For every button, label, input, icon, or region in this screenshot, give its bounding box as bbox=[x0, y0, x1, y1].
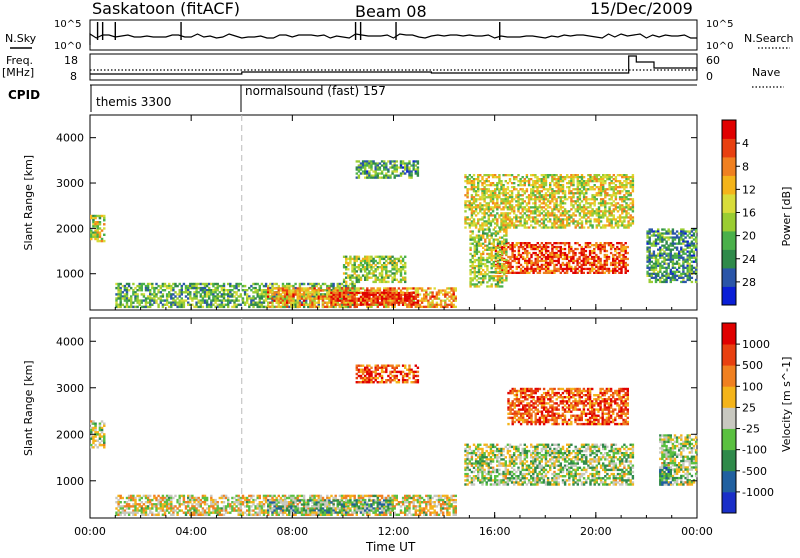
colorbar-swatch bbox=[722, 323, 736, 345]
noise-tick-left-top: 10^5 bbox=[54, 19, 81, 30]
y-tick-label: 1000 bbox=[56, 475, 84, 488]
y-tick-label: 1000 bbox=[56, 268, 84, 281]
colorbar-swatch bbox=[722, 407, 736, 429]
x-tick-label: 16:00 bbox=[479, 525, 511, 538]
colorbar-label: Velocity [m s^-1] bbox=[780, 357, 793, 452]
colorbar-swatch bbox=[722, 386, 736, 408]
noise-tick-right-bottom: 10^0 bbox=[706, 41, 733, 52]
freq-tick-bottom: 8 bbox=[70, 70, 77, 83]
nsky-trace bbox=[90, 22, 697, 45]
power-panel: 1000 2000 3000 4000 Slant Range [km] 28 24 20 16… bbox=[22, 115, 793, 310]
noise-tick-right-top: 10^5 bbox=[706, 19, 733, 30]
colorbar-tick-label: 20 bbox=[742, 230, 756, 243]
nave-tick-bottom: 0 bbox=[706, 70, 713, 83]
xaxis-label: Time UT bbox=[365, 540, 416, 554]
date-title: 15/Dec/2009 bbox=[590, 0, 693, 18]
cpid-segment-1: normalsound (fast) 157 bbox=[245, 84, 386, 98]
x-tick-label: 04:00 bbox=[175, 525, 207, 538]
cpid-label: CPID bbox=[8, 88, 40, 102]
colorbar-swatch bbox=[722, 268, 736, 287]
colorbar-label: Power [dB] bbox=[780, 187, 793, 247]
y-tick-label: 2000 bbox=[56, 428, 84, 441]
colorbar-tick-label: 25 bbox=[742, 401, 756, 414]
colorbar-tick-label: -1000 bbox=[742, 486, 774, 499]
nsearch-label: N.Search bbox=[744, 32, 794, 45]
x-tick-label: 12:00 bbox=[378, 525, 410, 538]
colorbar-swatch bbox=[722, 365, 736, 387]
colorbar-tick-label: -25 bbox=[742, 423, 760, 436]
freq-panel-frame bbox=[90, 54, 697, 80]
colorbar-tick-label: -500 bbox=[742, 465, 767, 478]
colorbar-tick-label: 12 bbox=[742, 183, 756, 196]
colorbar-tick-label: 500 bbox=[742, 359, 763, 372]
nsky-label: N.Sky bbox=[5, 32, 37, 45]
y-axis-label: Slant Range [km] bbox=[22, 360, 35, 456]
colorbar-swatch bbox=[722, 194, 736, 213]
colorbar: 28 24 20 16 12 8 4 Power [dB] bbox=[722, 120, 793, 305]
colorbar-swatch bbox=[722, 250, 736, 269]
x-tick-label: 08:00 bbox=[276, 525, 308, 538]
y-tick-label: 3000 bbox=[56, 177, 84, 190]
beam-title: Beam 08 bbox=[355, 2, 427, 21]
colorbar-tick-label: 24 bbox=[742, 253, 756, 266]
colorbar-swatch bbox=[722, 176, 736, 195]
colorbar-tick-label: -100 bbox=[742, 444, 767, 457]
data-region bbox=[646, 228, 697, 283]
colorbar-swatch bbox=[722, 213, 736, 232]
colorbar: 1000 500 100 25 -25 -100 -500 -1000 Velocity [m … bbox=[722, 323, 793, 513]
colorbar-swatch bbox=[722, 344, 736, 366]
colorbar-swatch bbox=[722, 450, 736, 472]
x-tick-label: 20:00 bbox=[580, 525, 612, 538]
colorbar-swatch bbox=[722, 471, 736, 493]
colorbar-swatch bbox=[722, 120, 736, 139]
y-axis-label: Slant Range [km] bbox=[22, 155, 35, 251]
freq-tick-top: 18 bbox=[64, 54, 78, 67]
colorbar-swatch bbox=[722, 492, 736, 514]
colorbar-swatch bbox=[722, 231, 736, 250]
cpid-segment-0: themis 3300 bbox=[96, 95, 171, 109]
x-tick-label: 00:00 bbox=[681, 525, 713, 538]
y-tick-label: 3000 bbox=[56, 382, 84, 395]
colorbar-swatch bbox=[722, 157, 736, 176]
colorbar-swatch bbox=[722, 287, 736, 306]
colorbar-tick-label: 8 bbox=[742, 160, 749, 173]
colorbar-swatch bbox=[722, 139, 736, 158]
y-tick-label: 4000 bbox=[56, 132, 84, 145]
x-tick-label: 00:00 bbox=[74, 525, 106, 538]
freq-label-unit: [MHz] bbox=[2, 66, 34, 79]
nave-tick-top: 60 bbox=[706, 54, 720, 67]
y-tick-label: 4000 bbox=[56, 335, 84, 348]
y-tick-label: 2000 bbox=[56, 222, 84, 235]
data-region bbox=[464, 444, 634, 486]
time-axis: 00:00 04:00 08:00 12:00 16:00 20:00 00:00 bbox=[74, 525, 713, 538]
noise-tick-left-bottom: 10^0 bbox=[54, 41, 81, 52]
colorbar-tick-label: 100 bbox=[742, 380, 763, 393]
station-title: Saskatoon (fitACF) bbox=[92, 0, 240, 18]
colorbar-tick-label: 4 bbox=[742, 137, 749, 150]
colorbar-tick-label: 1000 bbox=[742, 338, 770, 351]
nave-label: Nave bbox=[752, 66, 780, 79]
colorbar-tick-label: 28 bbox=[742, 276, 756, 289]
colorbar-swatch bbox=[722, 429, 736, 451]
freq-trace bbox=[90, 56, 697, 74]
colorbar-tick-label: 16 bbox=[742, 207, 756, 220]
